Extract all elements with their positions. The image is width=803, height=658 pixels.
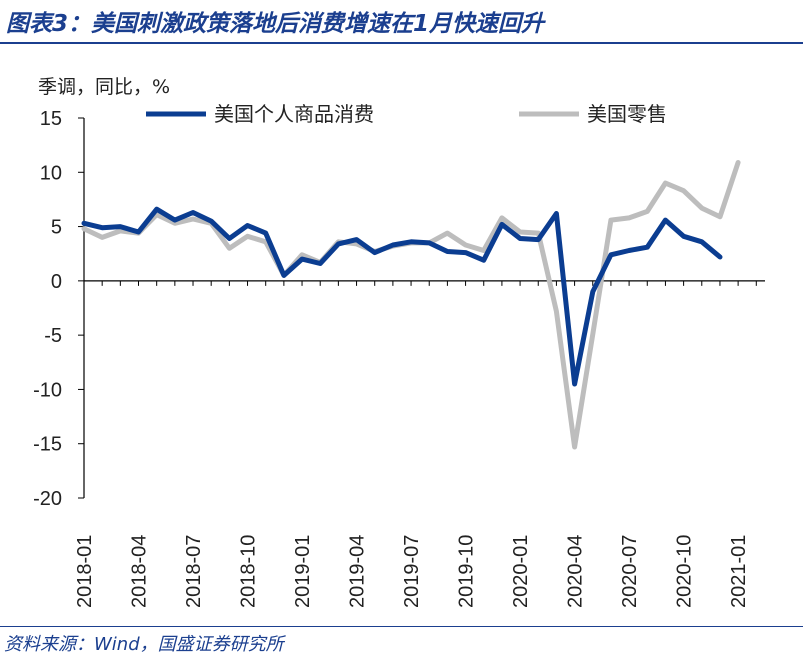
x-tick-label: 2018-07	[183, 535, 205, 608]
y-tick-label: 10	[40, 162, 62, 184]
x-tick-label: 2020-07	[619, 535, 641, 608]
x-tick-label: 2019-07	[401, 535, 423, 608]
source-divider	[0, 626, 803, 627]
x-tick-label: 2020-10	[674, 535, 696, 608]
x-tick-label: 2018-10	[238, 535, 260, 608]
x-tick-label: 2018-04	[129, 535, 151, 608]
title-divider	[0, 42, 803, 44]
legend-label: 美国个人商品消费	[214, 102, 374, 126]
series-line-retail	[81, 160, 741, 450]
series-line-consumption	[81, 206, 723, 387]
x-tick-label: 2020-01	[510, 535, 532, 608]
y-tick-label: -20	[33, 488, 62, 510]
y-tick-label: 15	[40, 108, 62, 130]
chart-title: 图表3：美国刺激政策落地后消费增速在1月快速回升	[6, 11, 545, 37]
x-tick-label: 2021-01	[728, 535, 750, 608]
x-tick-label: 2019-01	[292, 535, 314, 608]
source-note: 资料来源：Wind，国盛证券研究所	[4, 634, 284, 655]
x-tick-label: 2018-01	[74, 535, 96, 608]
y-tick-label: 0	[51, 271, 62, 293]
y-tick-label: 5	[51, 217, 62, 239]
x-tick-label: 2020-04	[565, 535, 587, 608]
x-tick-label: 2019-04	[347, 535, 369, 608]
y-tick-label: -15	[33, 434, 62, 456]
legend-label: 美国零售	[587, 102, 667, 126]
y-tick-label: -10	[33, 379, 62, 401]
y-axis-unit-label: 季调，同比，%	[38, 76, 171, 98]
y-tick-label: -5	[44, 325, 62, 347]
x-tick-label: 2019-10	[456, 535, 478, 608]
